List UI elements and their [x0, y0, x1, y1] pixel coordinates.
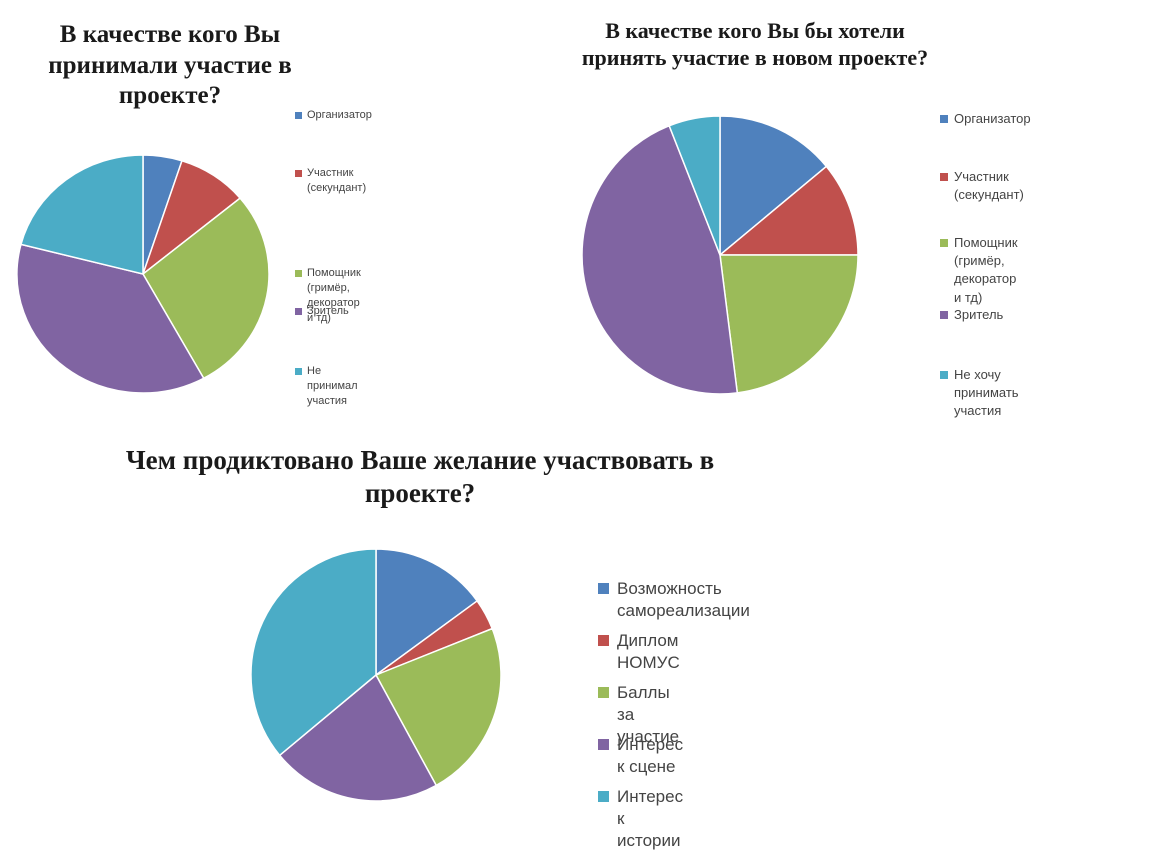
legend-item: Не хочу принимать участия [940, 366, 1019, 421]
legend-label: Интерес к истории [617, 787, 684, 851]
pie-chart [16, 154, 270, 394]
legend-swatch [598, 583, 609, 594]
legend-label: Не хочу принимать участия [954, 367, 1019, 419]
legend-item: Интерес к истории [598, 786, 683, 852]
legend-item: Помощник (гримёр, декоратор и тд) [940, 234, 1018, 307]
legend-swatch [295, 308, 302, 315]
legend-swatch [295, 112, 302, 119]
pie-slice-4 [16, 243, 205, 394]
pie-slice-4 [581, 125, 739, 395]
legend-swatch [598, 635, 609, 646]
legend-item: Организатор [940, 110, 1031, 128]
legend-swatch [295, 368, 302, 375]
legend-item: Диплом НОМУС [598, 630, 680, 674]
pie-slice-1 [375, 548, 478, 676]
chart-title: В качестве кого Вы бы хотели принять уча… [581, 18, 929, 70]
legend-swatch [598, 739, 609, 750]
pie-chart [250, 548, 502, 802]
legend-swatch [940, 311, 948, 319]
legend-item: Не принимал участия [295, 364, 358, 409]
pie-chart [581, 115, 859, 395]
legend-item: Зритель [295, 304, 349, 319]
legend-item: Зритель [940, 306, 1003, 324]
pie-slice-5 [250, 548, 377, 757]
pie-slice-2 [719, 165, 859, 256]
legend-label: Организатор [307, 109, 372, 121]
legend-item: Участник (секундант) [940, 168, 1024, 204]
legend-label: Помощник (гримёр, декоратор и тд) [954, 235, 1018, 305]
legend-swatch [940, 239, 948, 247]
legend-label: Интерес к сцене [617, 735, 684, 777]
pie-slice-3 [142, 197, 270, 380]
chart-title: В качестве кого Вы принимали участие в п… [48, 21, 292, 109]
legend-label: Участник (секундант) [954, 169, 1024, 203]
legend-swatch [295, 170, 302, 177]
legend-swatch [295, 270, 302, 277]
pie-slice-1 [719, 115, 828, 256]
legend-swatch [940, 173, 948, 181]
legend-swatch [940, 115, 948, 123]
chart-title: Чем продиктовано Ваше желание участвоват… [125, 445, 715, 508]
legend-label: Не принимал участия [307, 365, 358, 407]
pie-slice-5 [668, 115, 721, 256]
pie-slice-5 [20, 154, 144, 275]
legend-label: Зритель [307, 305, 349, 317]
legend-swatch [598, 791, 609, 802]
legend-label: Зритель [954, 307, 1004, 322]
legend-item: Помощник (гримёр, декоратор и тд) [295, 266, 361, 325]
legend-label: Помощник (гримёр, декоратор и тд) [307, 267, 361, 324]
legend-item: Возможность самореализации [598, 578, 750, 622]
legend-swatch [598, 687, 609, 698]
legend-label: Баллы за участие [617, 683, 680, 747]
pie-slice-3 [719, 254, 859, 394]
legend-swatch [940, 371, 948, 379]
pie-slice-4 [278, 674, 437, 802]
legend-item: Участник (секундант) [295, 166, 366, 196]
legend-item: Баллы за участие [598, 682, 679, 748]
legend-label: Возможность самореализации [617, 579, 750, 621]
legend-item: Организатор [295, 108, 372, 123]
legend-item: Интерес к сцене [598, 734, 683, 778]
legend-label: Участник (секундант) [307, 167, 367, 194]
pie-slice-3 [375, 627, 502, 787]
legend-label: Диплом НОМУС [617, 631, 680, 673]
legend-label: Организатор [954, 111, 1031, 126]
